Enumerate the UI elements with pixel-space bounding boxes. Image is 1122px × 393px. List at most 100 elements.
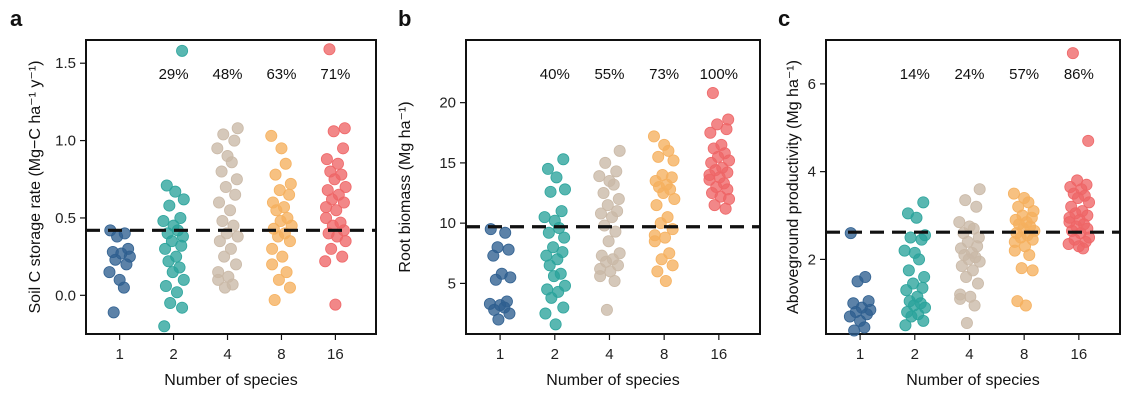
data-point (607, 178, 620, 191)
data-point (538, 211, 551, 224)
data-point (230, 258, 243, 271)
data-point (328, 173, 341, 186)
data-point (1083, 196, 1096, 209)
x-tick-label: 16 (1070, 346, 1087, 363)
x-tick-label: 1 (496, 346, 504, 363)
data-point (654, 217, 667, 230)
data-point (650, 199, 663, 212)
data-point (280, 266, 293, 279)
data-point (158, 320, 171, 333)
data-point (1026, 264, 1039, 277)
data-point (547, 241, 560, 254)
data-point (159, 242, 172, 255)
data-point (212, 273, 225, 286)
data-point (708, 199, 721, 212)
data-point (648, 235, 661, 248)
data-point (213, 196, 226, 209)
data-point (902, 264, 915, 277)
y-tick-label: 2 (808, 251, 816, 268)
data-point (117, 281, 130, 294)
y-tick-label: 1.5 (55, 55, 76, 72)
x-axis-label: Number of species (906, 372, 1039, 389)
data-point (103, 266, 116, 279)
data-point (1019, 299, 1032, 312)
data-point (913, 253, 926, 266)
data-point (176, 301, 189, 314)
data-point (719, 202, 732, 215)
data-point (319, 255, 332, 268)
data-point (973, 255, 986, 268)
data-point (339, 235, 352, 248)
data-point (720, 123, 733, 136)
plot-frame (85, 39, 377, 335)
data-point (557, 153, 570, 166)
data-point (213, 235, 226, 248)
data-point (231, 122, 244, 135)
data-point (900, 284, 913, 297)
data-point (609, 225, 622, 238)
data-point (157, 215, 170, 228)
x-tick-label: 2 (551, 346, 559, 363)
data-point (492, 313, 505, 326)
data-point (218, 250, 231, 263)
data-point (275, 142, 288, 155)
data-point (905, 310, 918, 323)
data-point (160, 179, 173, 192)
data-point (231, 230, 244, 243)
percent-annotation: 57% (1009, 66, 1039, 83)
x-tick-label: 2 (911, 346, 919, 363)
data-point (230, 173, 243, 186)
data-point (337, 142, 350, 155)
data-point (558, 183, 571, 196)
data-point (1077, 242, 1090, 255)
data-point (558, 231, 571, 244)
y-axis-label: Root biomass (Mg ha⁻¹) (397, 101, 414, 272)
data-point (174, 211, 187, 224)
percent-annotation: 63% (266, 66, 296, 83)
data-point (915, 233, 928, 246)
data-point (111, 230, 124, 243)
data-point (164, 297, 177, 310)
data-point (320, 211, 333, 224)
x-tick-label: 8 (277, 346, 285, 363)
data-point (916, 281, 929, 294)
percent-annotation: 100% (700, 66, 738, 83)
data-point (1062, 238, 1075, 251)
data-point (971, 277, 984, 290)
y-tick-label: 0.5 (55, 210, 76, 227)
data-point (1066, 47, 1079, 60)
data-point (910, 211, 923, 224)
x-tick-label: 4 (965, 346, 973, 363)
data-point (225, 156, 238, 169)
y-tick-label: 4 (808, 164, 816, 181)
data-point (606, 211, 619, 224)
data-point (547, 270, 560, 283)
data-point (270, 204, 283, 217)
data-point (323, 43, 336, 56)
plot-frame (465, 39, 761, 335)
data-point (177, 273, 190, 286)
data-point (651, 265, 664, 278)
data-point (662, 144, 675, 157)
percent-annotation: 86% (1064, 66, 1094, 83)
data-point (1008, 244, 1021, 257)
data-point (899, 319, 912, 332)
y-axis-label: Soil C storage rate (Mg−C ha⁻¹ y⁻¹) (27, 61, 44, 314)
data-point (330, 204, 343, 217)
data-point (652, 150, 665, 163)
data-point (848, 324, 861, 337)
x-tick-label: 2 (169, 346, 177, 363)
data-point (224, 242, 237, 255)
data-point (955, 259, 968, 272)
x-tick-label: 4 (605, 346, 613, 363)
data-point (555, 205, 568, 218)
data-point (1015, 262, 1028, 275)
data-point (159, 280, 172, 293)
percent-annotation: 71% (320, 66, 350, 83)
y-tick-label: 0.0 (55, 287, 76, 304)
data-point (647, 130, 660, 143)
data-point (337, 196, 350, 209)
data-point (327, 125, 340, 138)
data-point (851, 275, 864, 288)
